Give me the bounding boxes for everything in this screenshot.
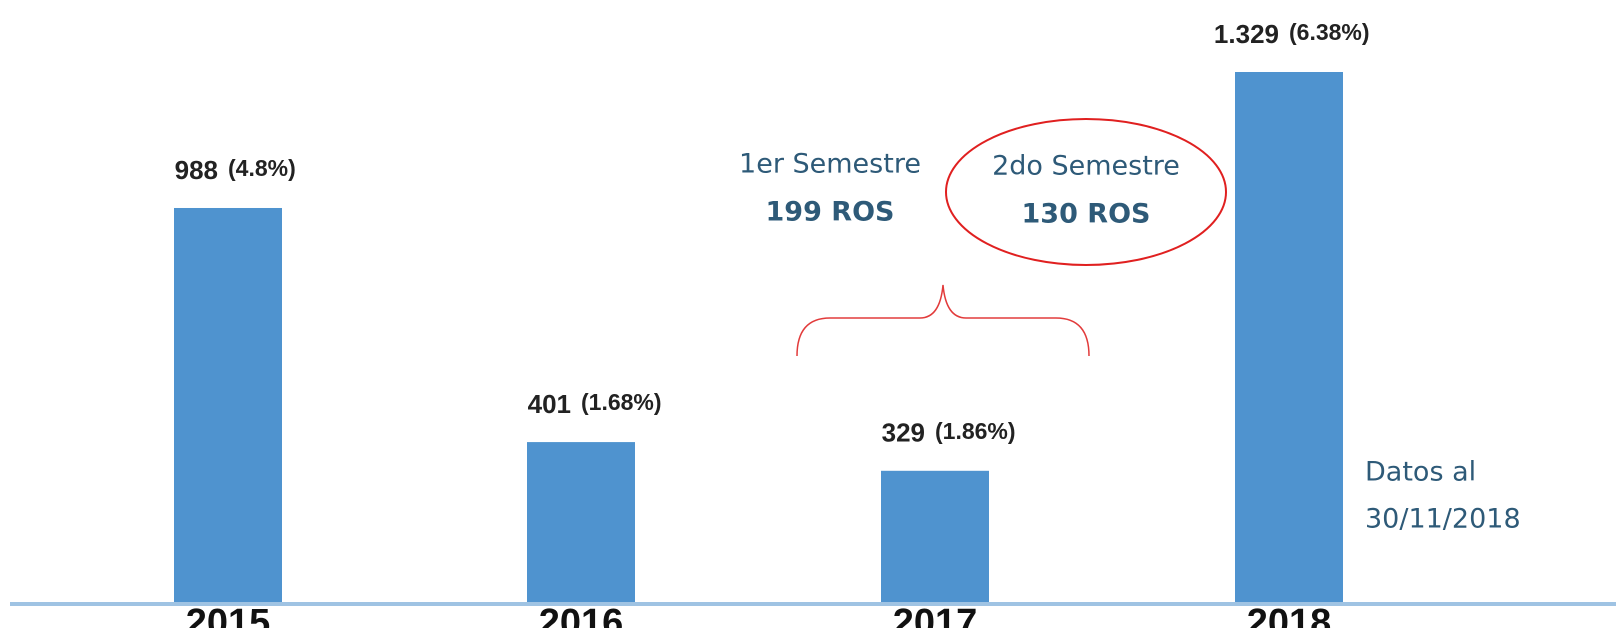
annotation-count: 199 ROS bbox=[766, 197, 895, 228]
share-label: (4.8%) bbox=[228, 155, 296, 181]
x-tick-label: 2017 bbox=[893, 602, 978, 628]
annotation-title: 2do Semestre bbox=[992, 151, 1180, 182]
note: Datos al bbox=[1365, 457, 1476, 488]
x-tick-label: 2016 bbox=[539, 602, 624, 628]
x-tick-label: 2018 bbox=[1247, 602, 1332, 628]
note: 30/11/2018 bbox=[1365, 504, 1521, 535]
highlight-ellipse bbox=[945, 118, 1227, 266]
bar bbox=[174, 207, 282, 602]
brace bbox=[796, 284, 1090, 357]
share-label: (6.38%) bbox=[1289, 19, 1370, 45]
x-tick-label: 2015 bbox=[186, 602, 271, 628]
value-label: 329 bbox=[882, 418, 925, 448]
share-label: (1.68%) bbox=[581, 389, 662, 415]
bar bbox=[881, 470, 989, 602]
bar bbox=[1235, 72, 1343, 602]
value-label: 401 bbox=[528, 389, 571, 419]
value-label: 1.329 bbox=[1214, 19, 1279, 49]
annotation-count: 130 ROS bbox=[1022, 199, 1151, 230]
value-label: 988 bbox=[175, 155, 218, 185]
annotation-title: 1er Semestre bbox=[739, 149, 921, 180]
bar bbox=[527, 442, 635, 602]
share-label: (1.86%) bbox=[935, 418, 1016, 444]
